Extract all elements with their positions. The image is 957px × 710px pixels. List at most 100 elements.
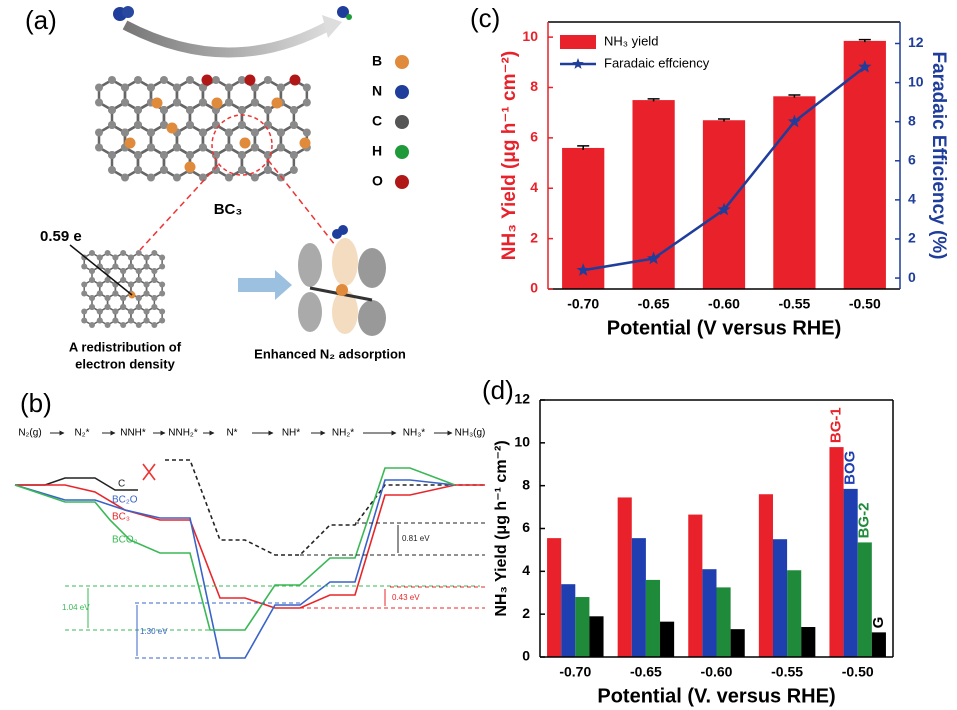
bar [631, 538, 646, 657]
y-tick-label: 6 [522, 519, 530, 535]
boron-atom [239, 137, 251, 149]
atom [120, 268, 127, 274]
atom [237, 106, 246, 114]
atom [159, 151, 168, 159]
atom [120, 304, 127, 310]
atom [151, 304, 158, 310]
legend-label: G [870, 617, 887, 629]
legend-marker [572, 58, 584, 69]
bar [645, 579, 661, 657]
atom [89, 250, 95, 256]
legend-atom [395, 175, 409, 189]
atom [185, 106, 194, 114]
atom [224, 143, 233, 152]
x-tick-label: -0.55 [778, 296, 810, 312]
bar [716, 587, 731, 657]
atom [289, 151, 298, 159]
atom [263, 166, 272, 174]
atom [104, 295, 111, 301]
step-label: N* [226, 428, 237, 439]
error-bar [577, 145, 590, 150]
panel-label: (a) [25, 5, 57, 35]
atom [198, 83, 207, 92]
atom [224, 98, 233, 107]
atom [276, 143, 285, 152]
atom [127, 308, 134, 315]
atom [108, 166, 116, 174]
atom [89, 277, 95, 283]
atom [224, 128, 233, 137]
atom [250, 98, 259, 107]
bar [617, 497, 632, 657]
curve-label: BCO₂ [112, 535, 138, 546]
step-label: N₂* [75, 428, 90, 439]
step-label: NH₂* [332, 428, 354, 439]
atom [81, 308, 88, 315]
atom [172, 173, 181, 182]
bar [730, 629, 745, 657]
oxygen-atom [201, 74, 213, 86]
legend-label: BOG [842, 451, 859, 485]
small-lattice [81, 250, 166, 328]
atom [81, 281, 88, 288]
ring [188, 146, 218, 179]
atom [135, 295, 142, 301]
atom [159, 317, 166, 324]
y-tick-label: 0 [522, 648, 530, 664]
bar [857, 542, 872, 657]
x-tick-label: -0.70 [567, 296, 599, 312]
lattice [95, 74, 311, 182]
atom [172, 143, 181, 152]
bar [871, 632, 886, 657]
boron-atom [271, 97, 283, 109]
y-label: NH₃ Yield (μg h⁻¹ cm⁻²) [499, 51, 520, 260]
atom [143, 290, 150, 297]
panel-label: (d) [482, 375, 514, 405]
x-label: Potential (V. versus RHE) [597, 685, 835, 707]
legend-label: BG-1 [827, 407, 844, 443]
atom [104, 268, 111, 274]
atom [198, 128, 207, 137]
legend-label: BG-2 [856, 503, 873, 539]
bar [843, 40, 886, 289]
atom [120, 322, 127, 328]
atom [263, 121, 272, 129]
ring [266, 146, 296, 179]
boron-atom [211, 97, 223, 109]
bar [547, 538, 562, 657]
legend-label: H [372, 143, 382, 159]
error-bar [647, 98, 660, 102]
atom [135, 304, 142, 310]
panel-label: (b) [20, 388, 52, 418]
atom [151, 277, 158, 283]
atom [185, 121, 194, 129]
atom [89, 322, 95, 328]
step-label: NH* [282, 428, 300, 439]
atom [159, 121, 168, 129]
marker [646, 251, 661, 265]
y2-label: Faradaic Efficiency (%) [928, 51, 949, 259]
atom [276, 128, 285, 137]
atom [133, 151, 142, 159]
bar [758, 494, 773, 657]
atom [250, 128, 259, 137]
atom [172, 83, 181, 92]
x-tick-label: -0.60 [708, 296, 740, 312]
atom [143, 281, 150, 288]
y-tick-label: 0 [530, 280, 538, 296]
atom [302, 128, 311, 137]
nh3-molecule [346, 14, 352, 20]
bar [575, 597, 590, 657]
step-label: N₂(g) [18, 428, 41, 439]
atom [289, 121, 298, 129]
atom [185, 76, 194, 84]
atom [302, 98, 311, 107]
atom [127, 317, 134, 324]
legend-atom [395, 85, 409, 99]
atom [96, 254, 103, 261]
charge-pointer [69, 244, 133, 296]
atom [120, 277, 127, 283]
atom [127, 254, 134, 261]
atom [108, 121, 116, 129]
